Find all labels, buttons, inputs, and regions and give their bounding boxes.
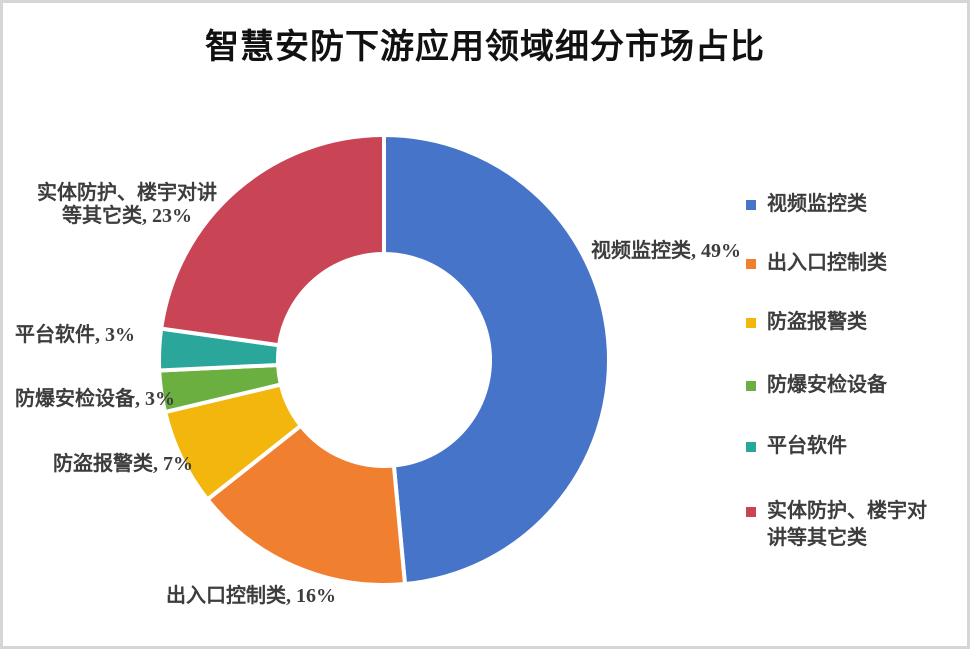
legend-swatch-icon	[746, 200, 756, 210]
donut-data-labels: 视频监控类, 49% 出入口控制类, 16% 防盗报警类, 7% 防爆安检设备, 3%…	[15, 180, 741, 607]
data-label-1: 出入口控制类, 16%	[166, 583, 336, 607]
legend-label: 防盗报警类	[767, 311, 867, 333]
donut-chart: 视频监控类, 49% 出入口控制类, 16% 防盗报警类, 7% 防爆安检设备, 3%…	[15, 132, 741, 607]
legend-item-2: 防盗报警类	[746, 309, 943, 336]
donut-slice-5	[158, 132, 386, 348]
data-label-5: 实体防护、楼宇对讲等其它类, 23%	[37, 180, 217, 227]
legend-swatch-icon	[746, 381, 756, 391]
data-label-0: 视频监控类, 49%	[591, 238, 741, 262]
data-label-2: 防盗报警类, 7%	[53, 451, 193, 475]
legend-label: 防爆安检设备	[767, 374, 887, 396]
data-label-3: 防爆安检设备, 3%	[15, 386, 175, 410]
legend-swatch-icon	[746, 259, 756, 269]
donut-slice-0	[382, 132, 611, 587]
legend-label: 实体防护、楼宇对讲等其它类	[767, 500, 927, 549]
legend-swatch-icon	[746, 442, 756, 452]
legend-label: 平台软件	[767, 435, 847, 457]
legend-label: 出入口控制类	[767, 252, 887, 274]
donut-slice-1	[204, 422, 408, 587]
legend-label: 视频监控类	[767, 193, 867, 215]
donut-slices	[156, 132, 611, 587]
legend-item-5: 实体防护、楼宇对讲等其它类	[746, 498, 943, 552]
chart-legend: 视频监控类出入口控制类 防盗报警类防爆安检设备 平台软件实体防护、楼宇对讲等其它类	[746, 3, 956, 646]
legend-item-1: 出入口控制类	[746, 250, 943, 277]
legend-swatch-icon	[746, 507, 756, 517]
chart-title: 智慧安防下游应用领域细分市场占比	[205, 29, 765, 66]
legend-item-4: 平台软件	[746, 433, 943, 460]
legend-item-3: 防爆安检设备	[746, 372, 943, 399]
legend-swatch-icon	[746, 318, 756, 328]
legend-item-0: 视频监控类	[746, 191, 943, 218]
data-label-4: 平台软件, 3%	[15, 322, 135, 346]
